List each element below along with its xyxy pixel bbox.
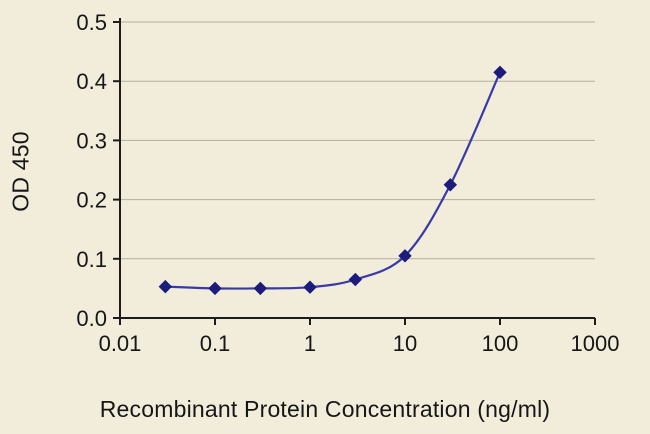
- data-point-marker: [443, 178, 458, 192]
- y-tick-label: 0.3: [76, 128, 107, 153]
- y-axis-title: OD 450: [7, 131, 34, 212]
- x-tick-label: 1000: [571, 331, 620, 356]
- x-axis-title: Recombinant Protein Concentration (ng/ml…: [99, 396, 551, 422]
- y-tick-label: 0.4: [76, 69, 107, 94]
- data-point-marker: [493, 65, 507, 80]
- data-point-marker: [158, 279, 173, 294]
- x-tick-label: 0.1: [200, 331, 231, 356]
- data-point-marker: [208, 281, 222, 296]
- data-point-marker: [398, 249, 412, 263]
- data-point-marker: [348, 272, 363, 287]
- y-tick-label: 0.5: [76, 10, 107, 35]
- x-tick-label: 1: [304, 331, 316, 356]
- x-tick-label: 10: [393, 331, 417, 356]
- data-point-marker: [303, 280, 317, 294]
- y-tick-label: 0.1: [76, 247, 107, 272]
- x-tick-label: 0.01: [99, 331, 142, 356]
- x-tick-label: 100: [482, 331, 519, 356]
- y-tick-label: 0.2: [76, 188, 107, 213]
- data-point-marker: [253, 281, 268, 296]
- y-tick-label: 0.0: [76, 306, 107, 331]
